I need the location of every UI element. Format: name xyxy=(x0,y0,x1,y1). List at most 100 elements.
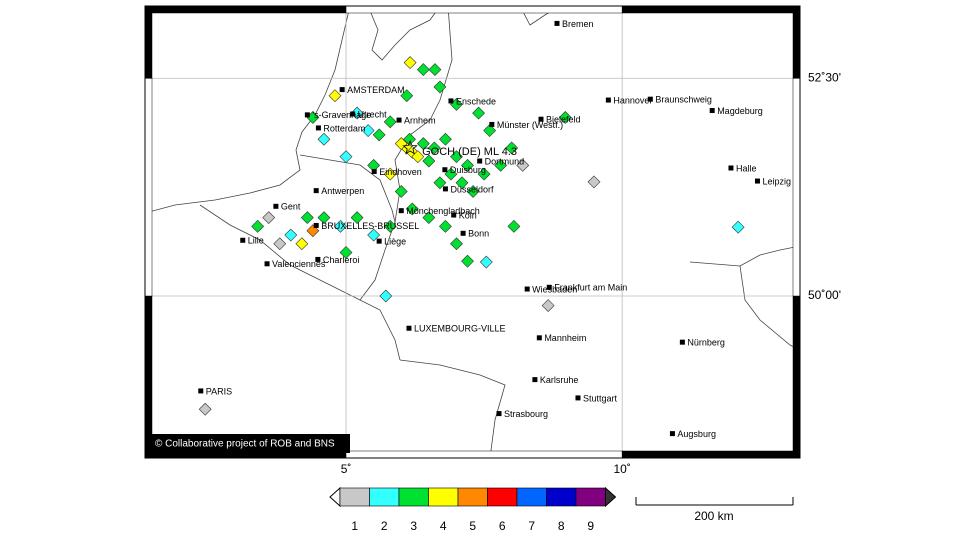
intensity-report xyxy=(433,80,447,94)
city-marker xyxy=(554,20,560,26)
city-marker xyxy=(198,388,204,394)
map-area xyxy=(145,6,800,458)
intensity-report xyxy=(383,115,397,129)
legend-swatch xyxy=(546,487,577,507)
frame-bar xyxy=(792,5,801,79)
city-label: Mannheim xyxy=(544,333,586,343)
intensity-report xyxy=(251,219,265,233)
intensity-report xyxy=(455,176,469,190)
city-label: Stuttgart xyxy=(583,393,618,403)
legend-swatch xyxy=(457,487,488,507)
frame-bar xyxy=(144,5,347,14)
lon-tick-label: 5˚ xyxy=(341,462,352,476)
city-marker xyxy=(647,96,653,102)
city-marker xyxy=(524,286,530,292)
intensity-report xyxy=(461,254,474,268)
city-label: Magdeburg xyxy=(717,106,763,116)
legend-label: 7 xyxy=(528,519,535,533)
intensity-report xyxy=(422,211,436,225)
intensity-report xyxy=(403,132,416,146)
legend-swatch xyxy=(487,487,518,507)
intensity-report xyxy=(479,255,493,269)
city-marker xyxy=(396,117,402,123)
city-label: 's-Gravenhage xyxy=(312,110,371,120)
city-label: Utrecht xyxy=(358,109,388,119)
intensity-report xyxy=(416,63,430,77)
reports xyxy=(198,56,745,416)
city-label: Münster (Westf.) xyxy=(497,120,563,130)
city-marker xyxy=(709,108,715,114)
intensity-report xyxy=(422,154,436,168)
intensity-report xyxy=(284,228,298,242)
city-marker xyxy=(754,178,760,184)
frame-bar xyxy=(621,5,801,14)
intensity-report xyxy=(383,167,397,181)
intensity-report xyxy=(428,63,442,77)
frame-bar xyxy=(621,450,801,459)
lat-tick-label: 50˚00' xyxy=(808,288,841,302)
intensity-report xyxy=(383,219,397,233)
intensity-report xyxy=(372,128,386,142)
intensity-report xyxy=(450,150,463,164)
city-marker xyxy=(240,237,246,243)
legend-label: 6 xyxy=(499,519,506,533)
intensity-report xyxy=(262,211,276,225)
intensity-report xyxy=(411,150,425,164)
city-label: Karlsruhe xyxy=(540,375,579,385)
intensity-report xyxy=(339,246,353,259)
city-marker xyxy=(406,325,412,331)
intensity-report xyxy=(427,141,441,155)
credit-box xyxy=(150,434,350,453)
frame-outline xyxy=(144,5,801,459)
city-label: Gent xyxy=(281,202,301,212)
intensity-report xyxy=(587,175,601,189)
city-marker xyxy=(315,125,321,131)
city-label: Hannover xyxy=(613,95,652,105)
frame-bar xyxy=(345,450,623,459)
intensity-report xyxy=(403,56,417,70)
city-label: Eindhoven xyxy=(379,167,422,177)
city-label: Braunschweig xyxy=(655,95,712,105)
city-marker xyxy=(442,186,448,192)
scale-bar-label: 200 km xyxy=(694,509,733,523)
city-label: Valenciennes xyxy=(272,259,326,269)
intensity-report xyxy=(541,299,555,313)
city-label: PARIS xyxy=(206,386,232,396)
city-marker xyxy=(376,238,382,244)
city-label: Wiesbaden xyxy=(532,284,577,294)
lat-tick-label: 52˚30' xyxy=(808,70,841,84)
city-marker xyxy=(273,203,279,209)
city-marker xyxy=(264,261,270,267)
city-marker xyxy=(669,431,675,437)
city-marker xyxy=(313,188,319,194)
city-marker xyxy=(460,230,466,236)
intensity-report xyxy=(198,402,212,416)
city-marker xyxy=(451,212,457,218)
city-marker xyxy=(442,167,448,173)
city-label: Enschede xyxy=(456,96,496,106)
legend-label: 1 xyxy=(351,519,358,533)
city-label: Strasbourg xyxy=(504,409,548,419)
border xyxy=(359,221,401,361)
city-label: Lille xyxy=(248,236,264,246)
city-marker xyxy=(532,377,538,383)
frame-bar xyxy=(792,78,801,297)
geography xyxy=(145,6,800,458)
city-marker xyxy=(448,98,454,104)
legend-arrow xyxy=(605,486,617,508)
city-label: Arnhem xyxy=(404,115,436,125)
city-marker xyxy=(489,121,495,127)
intensity-report xyxy=(405,202,419,216)
legend-swatch xyxy=(398,487,429,507)
city-label: Bielefeld xyxy=(546,115,581,125)
epicenter-label: GOCH (DE) ML 4.3 xyxy=(422,146,517,158)
intensity-report xyxy=(558,111,572,124)
intensity-report xyxy=(731,220,745,234)
intensity-report xyxy=(439,219,452,233)
legend-swatch xyxy=(575,487,606,507)
frame-bar xyxy=(144,78,153,297)
city-label: Köln xyxy=(459,210,477,220)
city-marker xyxy=(313,222,319,228)
graticule xyxy=(145,6,800,458)
